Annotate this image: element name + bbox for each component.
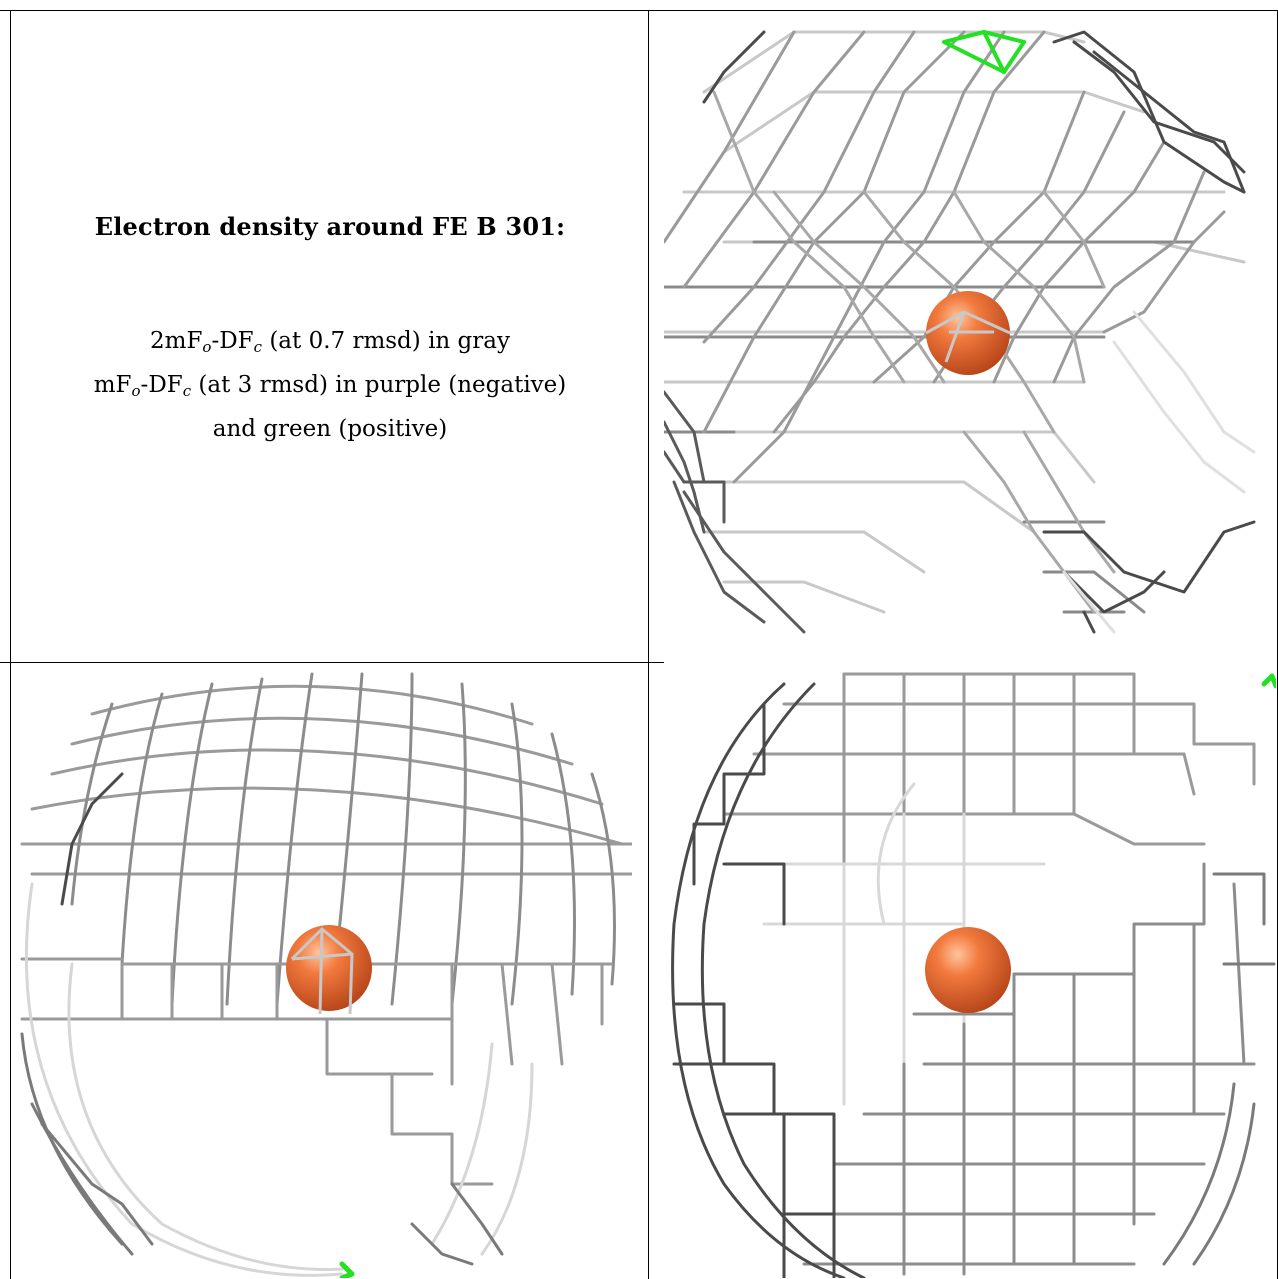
caption-title: Electron density around FE B 301: <box>94 212 566 241</box>
view-top-right <box>664 12 1276 636</box>
frame-center-horizontal <box>0 662 664 663</box>
frame-center-vertical <box>648 10 649 1279</box>
caption-legend: 2mFo-DFc (at 0.7 rmsd) in gray mFo-DFc (… <box>12 322 648 448</box>
iron-atom <box>925 927 1011 1013</box>
iron-atom <box>286 925 372 1011</box>
density-mesh-bottom-left <box>20 672 632 1278</box>
legend-line-colors: and green (positive) <box>212 416 448 442</box>
legend-line-fo-fc: mFo-DFc (at 3 rmsd) in purple (negative) <box>93 372 567 400</box>
density-mesh-top-right <box>664 30 1256 634</box>
frame-top-border <box>0 10 1278 11</box>
legend-line-2fo-fc: 2mFo-DFc (at 0.7 rmsd) in gray <box>150 328 510 356</box>
caption-cell: Electron density around FE B 301: 2mFo-D… <box>12 12 648 662</box>
density-mesh-bottom-right <box>671 672 1276 1278</box>
view-bottom-right <box>664 664 1276 1278</box>
frame-left-border <box>10 10 11 1279</box>
view-bottom-left <box>12 664 632 1278</box>
